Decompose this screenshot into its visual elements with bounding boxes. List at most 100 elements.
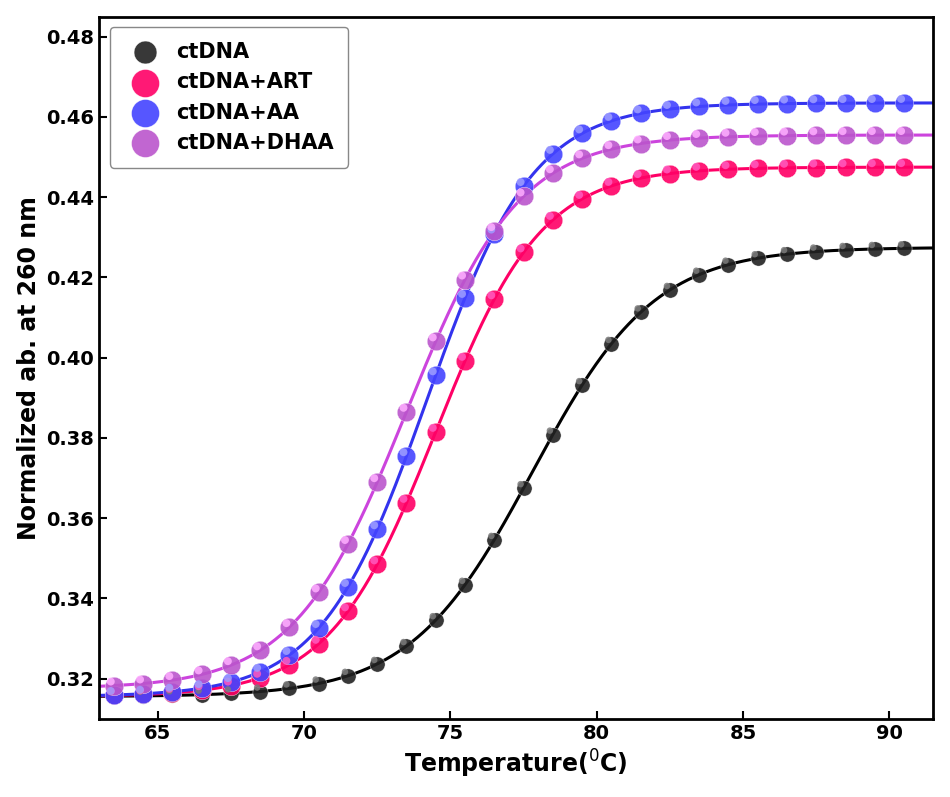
Point	[132, 684, 147, 697]
Point	[630, 302, 645, 315]
Point	[689, 96, 704, 109]
Point	[367, 554, 382, 567]
Point	[250, 640, 265, 653]
Point	[220, 683, 236, 696]
Point	[220, 655, 236, 668]
Point	[718, 127, 733, 139]
ctDNA+ART	[779, 162, 794, 175]
ctDNA	[399, 640, 414, 653]
ctDNA+AA	[106, 689, 122, 701]
Point	[894, 92, 909, 105]
ctDNA+ART	[575, 193, 590, 206]
ctDNA+ART	[897, 161, 912, 174]
Point	[659, 130, 674, 143]
Point	[220, 675, 236, 688]
ctDNA+DHAA	[575, 152, 590, 165]
Point	[250, 667, 265, 680]
Point	[542, 143, 558, 156]
ctDNA+ART	[838, 161, 853, 174]
Point	[513, 242, 528, 255]
ctDNA+ART	[633, 172, 648, 185]
ctDNA	[779, 248, 794, 261]
ctDNA+AA	[721, 99, 736, 112]
Point	[600, 139, 616, 151]
ctDNA+DHAA	[106, 679, 122, 692]
ctDNA+DHAA	[867, 129, 883, 142]
ctDNA	[867, 242, 883, 255]
Point	[337, 534, 352, 547]
ctDNA+AA	[867, 96, 883, 109]
Point	[659, 280, 674, 292]
ctDNA+DHAA	[136, 677, 151, 690]
Point	[806, 125, 821, 138]
ctDNA+AA	[194, 681, 209, 694]
Point	[776, 93, 791, 106]
ctDNA+AA	[808, 97, 824, 110]
Point	[104, 685, 119, 698]
Point	[367, 472, 382, 485]
Point	[835, 125, 850, 138]
Point	[337, 601, 352, 614]
ctDNA	[897, 242, 912, 255]
ctDNA+AA	[692, 100, 707, 113]
Point	[630, 133, 645, 146]
Point	[835, 157, 850, 170]
Point	[367, 654, 382, 666]
Point	[600, 111, 616, 124]
Point	[250, 681, 265, 694]
Point	[718, 95, 733, 108]
ctDNA+ART	[486, 293, 502, 306]
Point	[191, 685, 206, 697]
ctDNA+ART	[428, 426, 444, 438]
Point	[162, 669, 177, 682]
Point	[747, 94, 762, 107]
ctDNA+ART	[457, 355, 472, 367]
Point	[513, 175, 528, 188]
ctDNA+DHAA	[750, 130, 766, 143]
Point	[484, 529, 499, 542]
Point	[337, 576, 352, 589]
ctDNA+DHAA	[164, 673, 180, 686]
Point	[776, 125, 791, 138]
ctDNA	[633, 306, 648, 319]
ctDNA+AA	[164, 685, 180, 698]
ctDNA+AA	[370, 523, 385, 536]
ctDNA+AA	[428, 369, 444, 382]
ctDNA+DHAA	[399, 406, 414, 418]
Point	[864, 92, 880, 105]
Point	[454, 351, 469, 363]
ctDNA+ART	[545, 214, 560, 226]
Point	[747, 248, 762, 261]
ctDNA+ART	[194, 684, 209, 697]
ctDNA+ART	[340, 605, 355, 618]
ctDNA	[370, 658, 385, 670]
ctDNA+ART	[223, 679, 238, 692]
ctDNA	[223, 687, 238, 700]
Point	[630, 103, 645, 116]
Point	[835, 92, 850, 105]
Point	[104, 685, 119, 697]
Point	[426, 365, 441, 378]
ctDNA+AA	[633, 107, 648, 120]
ctDNA+ART	[808, 161, 824, 174]
Point	[776, 244, 791, 257]
Point	[542, 210, 558, 222]
Point	[864, 125, 880, 138]
Point	[104, 685, 119, 697]
Point	[513, 477, 528, 490]
Point	[484, 289, 499, 302]
Point	[572, 123, 587, 135]
Point	[396, 402, 411, 414]
ctDNA+DHAA	[340, 538, 355, 551]
ctDNA+ART	[662, 167, 677, 180]
Point	[542, 163, 558, 175]
Point	[308, 582, 323, 595]
Point	[426, 610, 441, 622]
Point	[278, 654, 294, 667]
ctDNA	[808, 245, 824, 258]
Point	[308, 673, 323, 686]
ctDNA	[721, 258, 736, 271]
ctDNA+DHAA	[311, 586, 326, 599]
ctDNA+ART	[750, 162, 766, 175]
ctDNA	[194, 689, 209, 701]
